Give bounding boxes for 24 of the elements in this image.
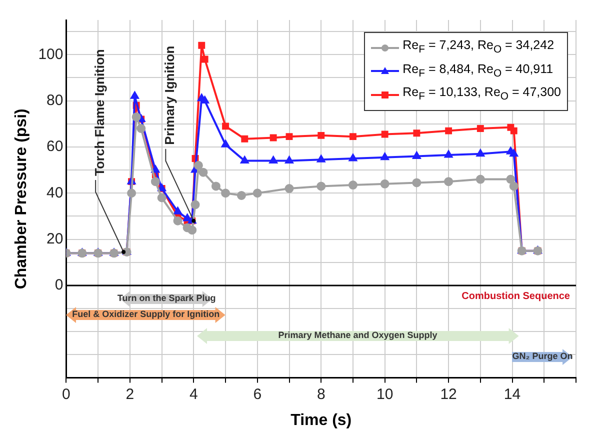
y-tick-label: 40 xyxy=(46,184,64,202)
x-tick-label: 12 xyxy=(440,386,457,403)
annotation: Fuel & Oxidizer Supply for Ignition xyxy=(72,308,220,322)
y-axis-title: Chamber Pressure (psi) xyxy=(13,108,30,290)
x-tick-label: 10 xyxy=(376,386,394,403)
x-tick-label: 6 xyxy=(253,386,262,403)
x-axis-title: Time (s) xyxy=(290,412,352,429)
legend-label: Re$_{F}$ = 7,243, Re$_{O}$ = 34,242 xyxy=(402,37,554,58)
x-tick-label: 4 xyxy=(190,386,198,403)
y-tick-label: 20 xyxy=(46,230,64,248)
x-tick-label: 14 xyxy=(504,386,521,403)
y-tick-label: 0 xyxy=(54,276,64,294)
x-tick-label: 8 xyxy=(316,386,326,403)
y-tick-label: 60 xyxy=(46,138,64,156)
annotation: Combustion Sequence xyxy=(462,291,570,302)
annotation: Primary Ignition xyxy=(162,46,178,145)
x-tick-label: 2 xyxy=(126,386,134,403)
annotation: Torch Flame Ignition xyxy=(92,49,108,176)
annotation: Primary Methane and Oxygen Supply xyxy=(277,329,438,342)
y-tick-label: 100 xyxy=(38,46,64,63)
y-tick-label: 80 xyxy=(46,92,64,109)
annotation: Turn on the Spark Plug xyxy=(117,292,216,306)
legend-label: Re$_{F}$ = 10,133, Re$_{O}$ = 47,300 xyxy=(402,84,561,104)
legend-label: Re$_{F}$ = 8,484, Re$_{O}$ = 40,911 xyxy=(402,60,554,81)
